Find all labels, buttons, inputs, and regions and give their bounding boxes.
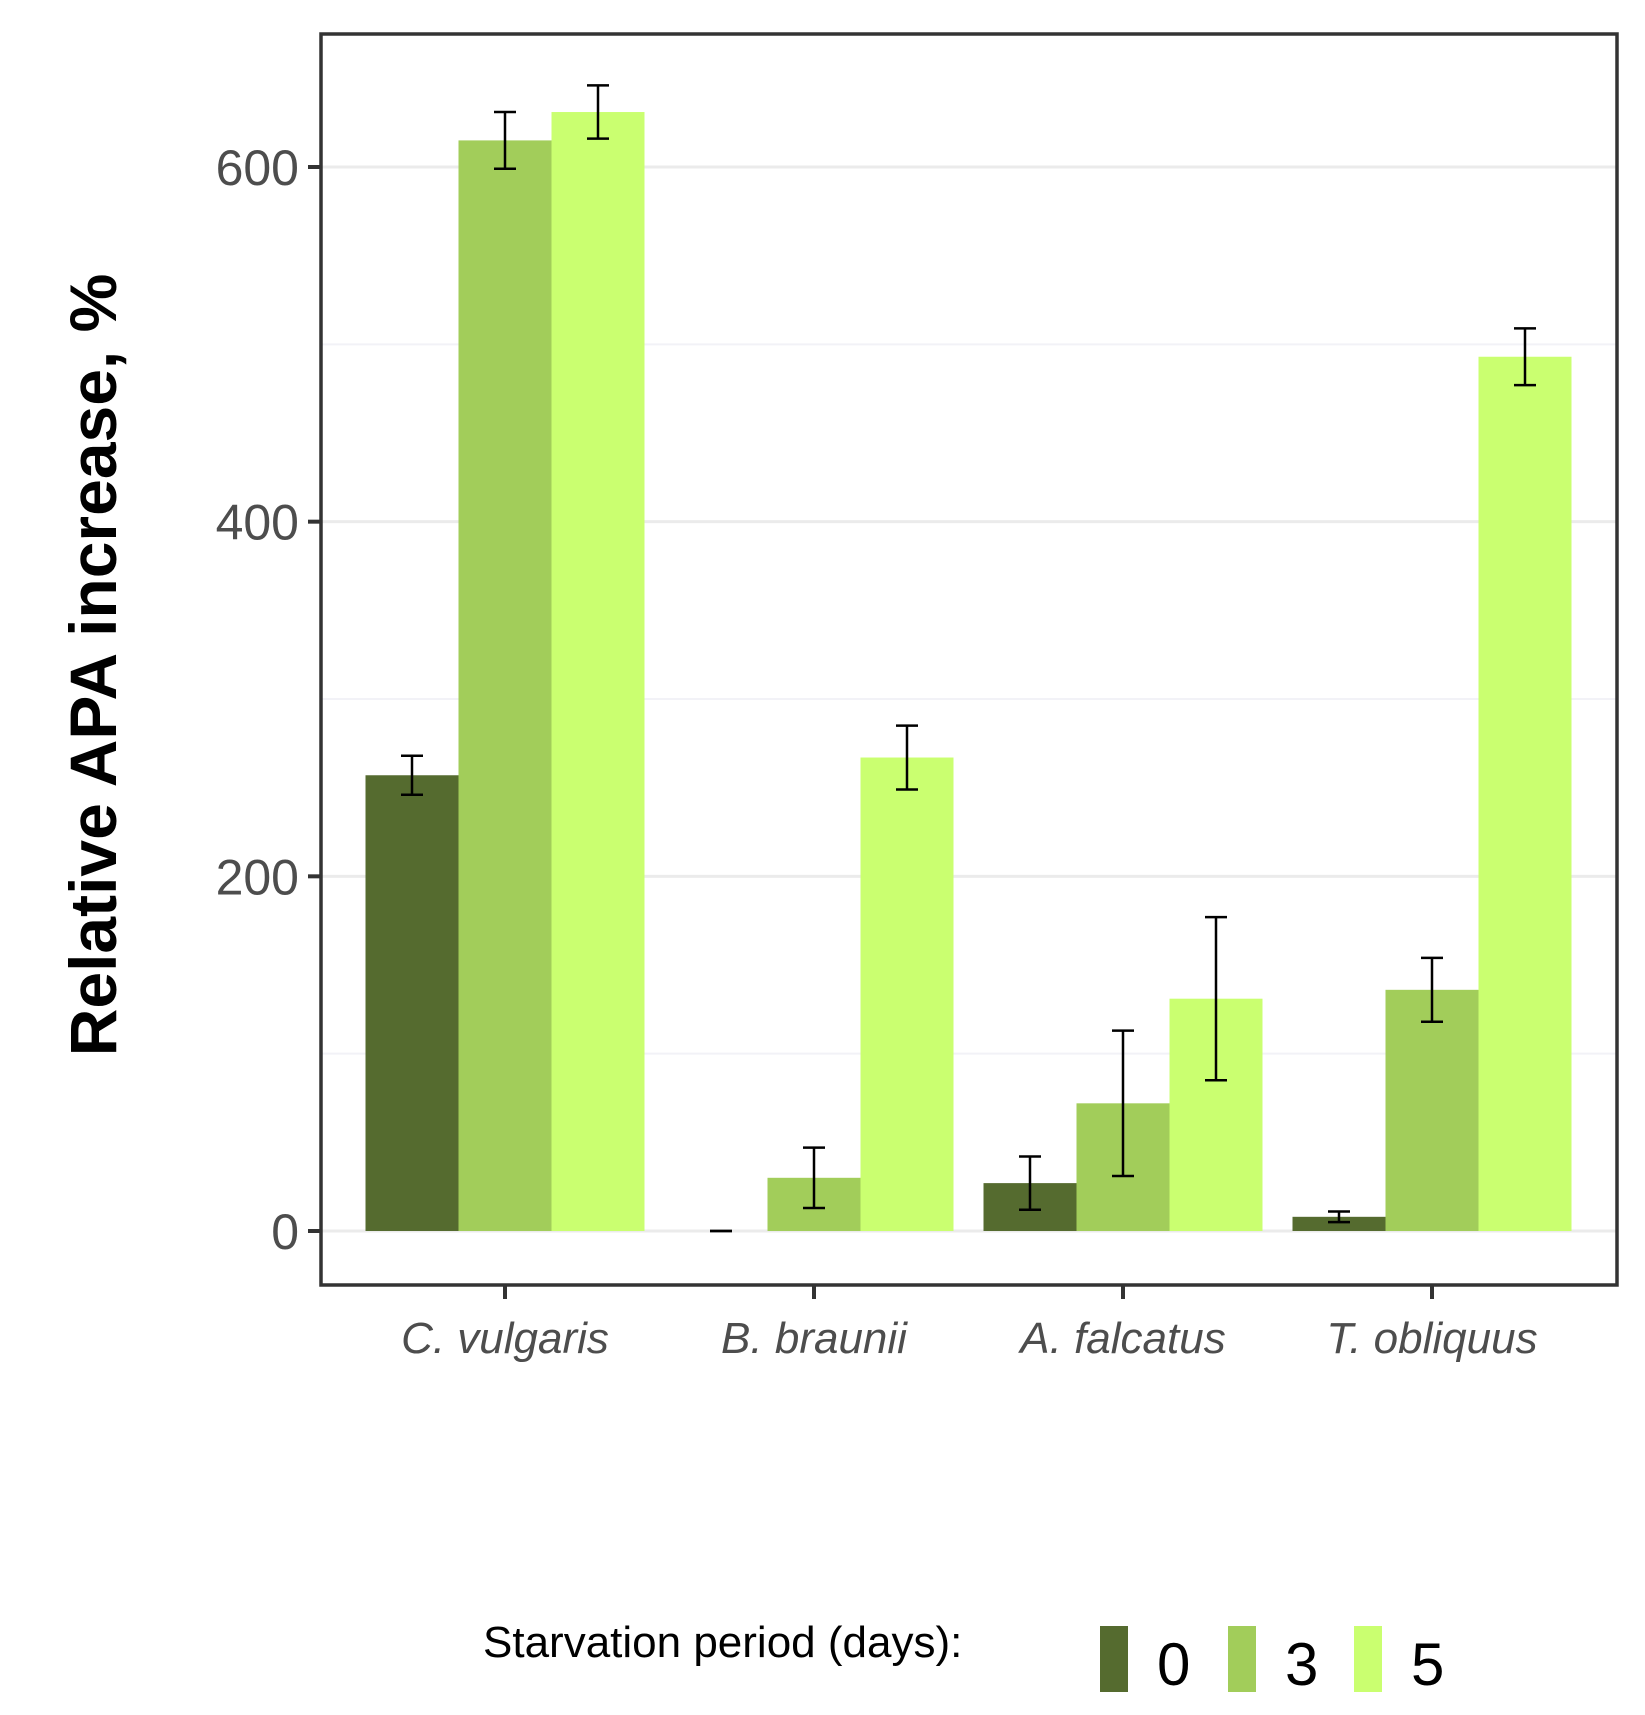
error-bar <box>1205 915 1227 1082</box>
legend-label-5: 5 <box>1411 1631 1444 1698</box>
bar-cvulgaris-5 <box>551 112 645 1232</box>
y-tick-label: 600 <box>216 140 299 196</box>
legend: Starvation period (days): 0 3 5 <box>483 1618 1444 1698</box>
bar-cvulgaris-3 <box>458 140 552 1231</box>
error-bar <box>1112 1029 1134 1178</box>
x-tick-label: A. falcatus <box>1017 1314 1225 1363</box>
legend-label-0: 0 <box>1157 1631 1190 1698</box>
bars <box>365 112 1572 1232</box>
error-bar <box>1328 1210 1350 1224</box>
legend-key-3 <box>1228 1626 1256 1692</box>
bar-cvulgaris-0 <box>365 775 459 1231</box>
x-tick-label: T. obliquus <box>1326 1314 1537 1363</box>
error-bar <box>1019 1155 1041 1211</box>
y-tick-label: 200 <box>216 849 299 905</box>
axes: 0 200 400 600 C. vulgaris B. braunii A. falcat… <box>216 140 1538 1363</box>
legend-title: Starvation period (days): <box>483 1618 962 1667</box>
error-bar <box>587 84 609 140</box>
legend-key-0 <box>1100 1626 1128 1692</box>
error-bar <box>803 1146 825 1210</box>
legend-label-3: 3 <box>1285 1631 1318 1698</box>
y-tick-label: 400 <box>216 495 299 551</box>
bar-bbraunii-5 <box>860 757 954 1231</box>
error-bar <box>1514 327 1536 387</box>
bar-tobliquus-5 <box>1478 356 1572 1231</box>
bar-tobliquus-3 <box>1385 989 1479 1231</box>
plot-panel-border <box>319 32 1619 1287</box>
x-tick-label: C. vulgaris <box>401 1314 609 1363</box>
legend-key-5 <box>1354 1626 1382 1692</box>
bar-tobliquus-0 <box>1292 1216 1386 1231</box>
error-bar <box>494 110 516 171</box>
error-bars <box>401 84 1536 1233</box>
error-bar <box>896 724 918 791</box>
y-tick-label: 0 <box>271 1204 299 1260</box>
y-axis-title: Relative APA increase, % <box>56 274 130 1057</box>
error-bar <box>401 754 423 797</box>
error-bar <box>1421 956 1443 1023</box>
x-tick-label: B. braunii <box>721 1314 908 1363</box>
